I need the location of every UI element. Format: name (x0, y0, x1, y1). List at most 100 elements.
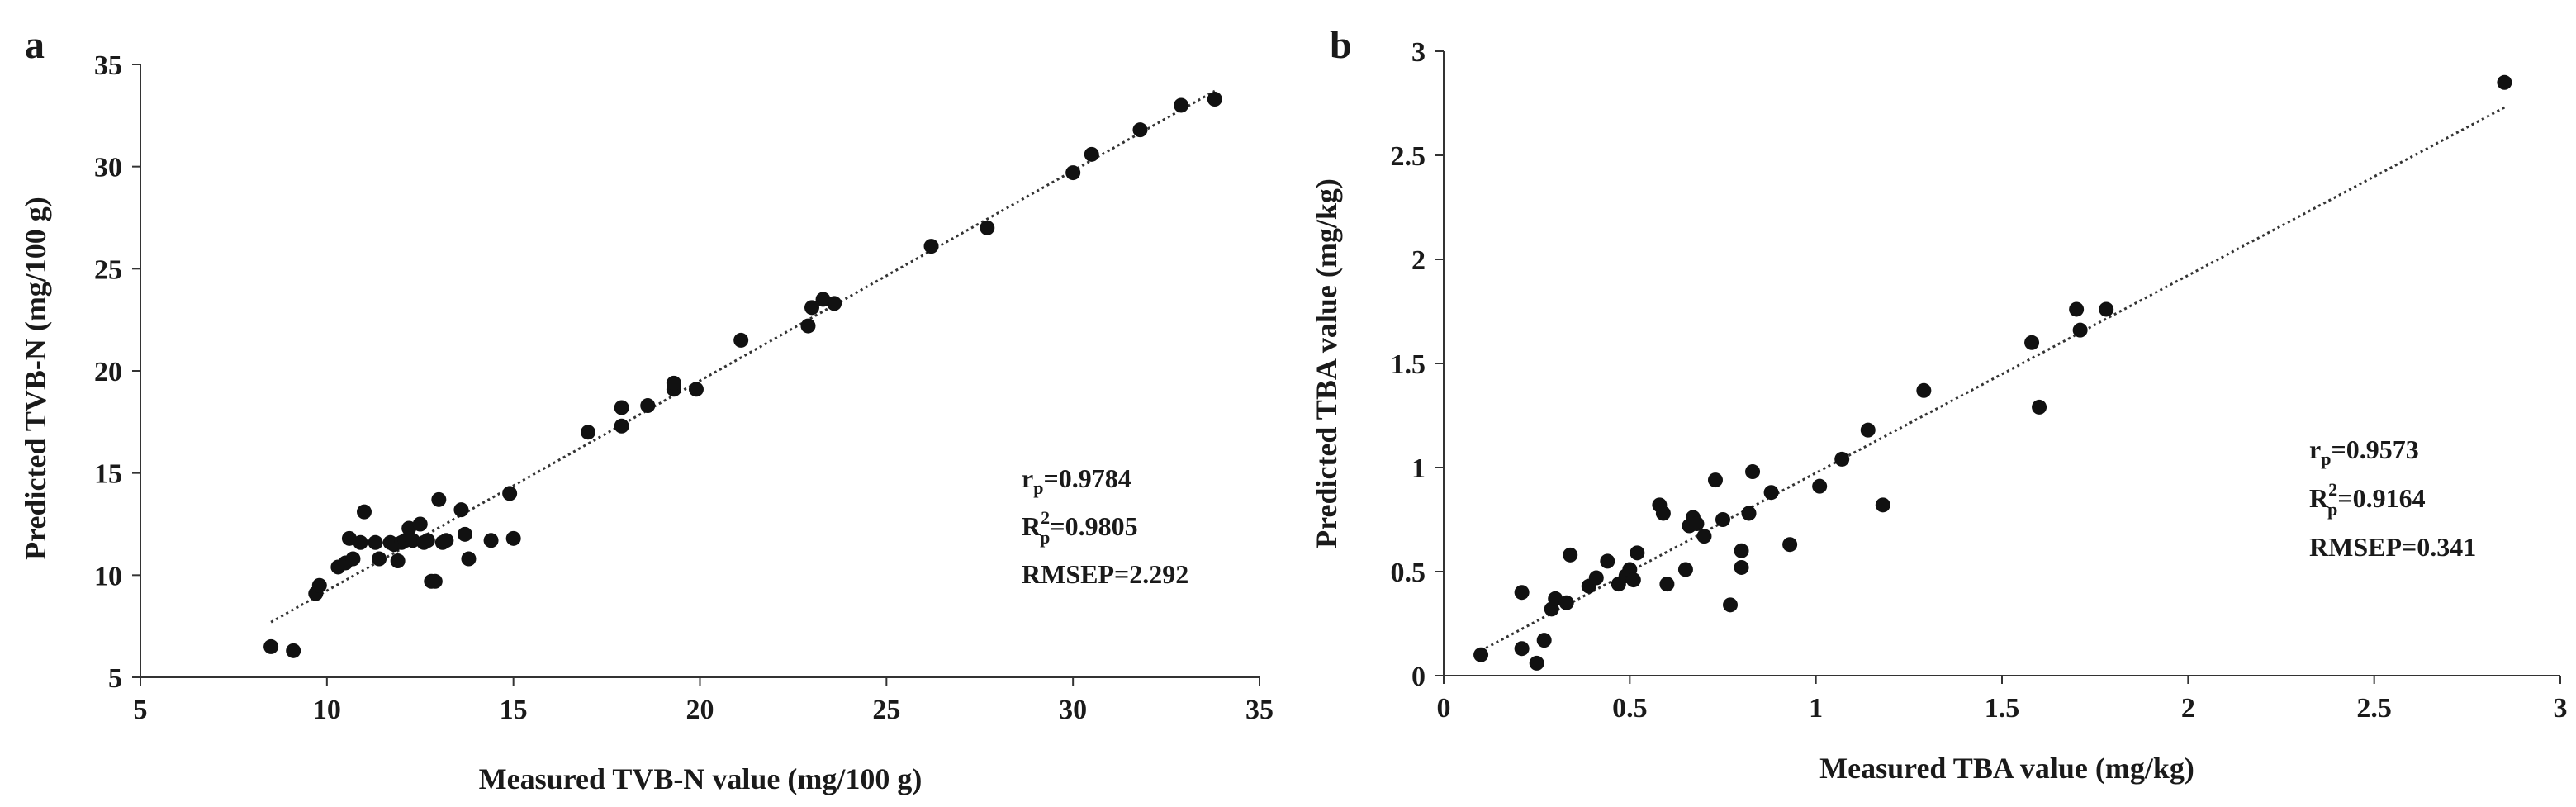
data-point (263, 638, 279, 654)
panel-a-y-axis-label: Predicted TVB-N (mg/100 g) (19, 197, 52, 560)
panel-a-tvbn-scatter: a Predicted TVB-N (mg/100 g) Measured TV… (19, 23, 1274, 795)
data-point (980, 220, 995, 235)
data-point (614, 400, 629, 415)
panel-a-stat-r2: R2 p=0.9805 (1022, 507, 1138, 548)
data-point (1529, 655, 1544, 671)
data-point (401, 520, 417, 536)
data-point (1782, 537, 1798, 553)
data-point (390, 553, 406, 569)
y-tick-label: 3 (1411, 37, 1426, 68)
data-point (431, 491, 447, 507)
data-point (1834, 451, 1850, 467)
data-point (311, 577, 327, 593)
data-point (1689, 516, 1705, 532)
x-tick-label: 25 (872, 695, 900, 725)
trendline (1480, 106, 2506, 653)
data-point (2099, 301, 2114, 317)
data-point (800, 318, 816, 334)
x-tick-label: 15 (500, 695, 528, 725)
panel-a-letter: a (25, 23, 45, 67)
panel-b-stat-r2: R2 p=0.9164 (2309, 479, 2426, 520)
data-point (815, 292, 831, 307)
data-point (345, 551, 361, 567)
data-point (804, 300, 819, 316)
data-point (453, 502, 469, 518)
data-point (420, 533, 435, 548)
y-tick-label: 30 (94, 153, 122, 183)
y-tick-label: 15 (94, 459, 122, 490)
panel-b-tba-scatter: b Predicted TBA value (mg/kg) Measured T… (1310, 23, 2568, 785)
data-point (1625, 572, 1641, 588)
x-tick-label: 10 (313, 695, 341, 725)
data-point (2497, 74, 2512, 90)
data-point (1084, 146, 1099, 162)
data-point (505, 530, 521, 546)
panel-a-stats-box: rp=0.9784 R2 p=0.9805 RMSEP=2.292 (1022, 463, 1188, 589)
data-point (688, 382, 704, 397)
panel-b-y-axis-label: Predicted TBA value (mg/kg) (1310, 178, 1343, 548)
data-point (357, 504, 372, 520)
data-point (733, 332, 749, 348)
data-point (353, 534, 368, 550)
panel-a-stat-r: rp=0.9784 (1022, 463, 1131, 498)
data-point (502, 486, 518, 501)
data-point (1630, 545, 1645, 561)
data-point (1875, 497, 1890, 513)
data-point (1715, 512, 1730, 527)
data-point (1763, 485, 1779, 501)
data-point (1514, 641, 1530, 657)
y-tick-label: 35 (94, 50, 122, 81)
data-point (1860, 422, 1876, 438)
x-tick-label: 0 (1437, 693, 1451, 724)
x-tick-label: 5 (134, 695, 148, 725)
x-tick-label: 2.5 (2356, 693, 2392, 724)
y-tick-label: 1.5 (1391, 349, 1426, 380)
x-tick-label: 20 (686, 695, 714, 725)
y-tick-label: 0 (1411, 662, 1426, 692)
x-tick-label: 2 (2181, 693, 2195, 724)
data-point (614, 418, 629, 434)
data-point (341, 530, 357, 546)
data-point (2072, 322, 2088, 338)
x-tick-label: 35 (1245, 695, 1274, 725)
panel-b-stat-rmsep: RMSEP=0.341 (2309, 532, 2476, 562)
data-point (1065, 165, 1081, 181)
data-point (372, 551, 387, 567)
y-tick-label: 5 (108, 663, 122, 694)
y-tick-label: 0.5 (1391, 558, 1426, 588)
data-point (405, 533, 420, 548)
data-point (666, 375, 681, 391)
panel-a-stat-rmsep: RMSEP=2.292 (1022, 559, 1188, 589)
data-point (2032, 399, 2047, 415)
data-point (2024, 335, 2040, 350)
y-tick-label: 10 (94, 561, 122, 591)
data-point (1916, 382, 1932, 398)
data-point (923, 239, 939, 254)
data-point (1558, 595, 1574, 610)
data-point (457, 526, 472, 542)
panel-b-letter: b (1330, 23, 1352, 67)
data-point (1677, 562, 1693, 577)
data-point (1812, 478, 1828, 494)
data-point (1723, 597, 1739, 613)
y-tick-label: 25 (94, 254, 122, 285)
data-point (1473, 647, 1489, 662)
x-tick-label: 1.5 (1985, 693, 2020, 724)
x-tick-label: 0.5 (1612, 693, 1648, 724)
data-point (2069, 301, 2085, 317)
data-point (1563, 547, 1578, 563)
y-tick-label: 1 (1411, 453, 1426, 484)
x-tick-label: 1 (1809, 693, 1823, 724)
data-point (1588, 570, 1604, 586)
data-point (1655, 506, 1671, 521)
data-point (1734, 543, 1749, 558)
data-point (1696, 529, 1712, 544)
data-point (412, 516, 428, 532)
panel-a-x-axis-label: Measured TVB-N value (mg/100 g) (479, 762, 923, 795)
data-point (1734, 559, 1749, 575)
data-point (827, 296, 842, 311)
x-tick-label: 30 (1059, 695, 1087, 725)
data-point (640, 398, 656, 414)
data-point (1741, 506, 1757, 521)
